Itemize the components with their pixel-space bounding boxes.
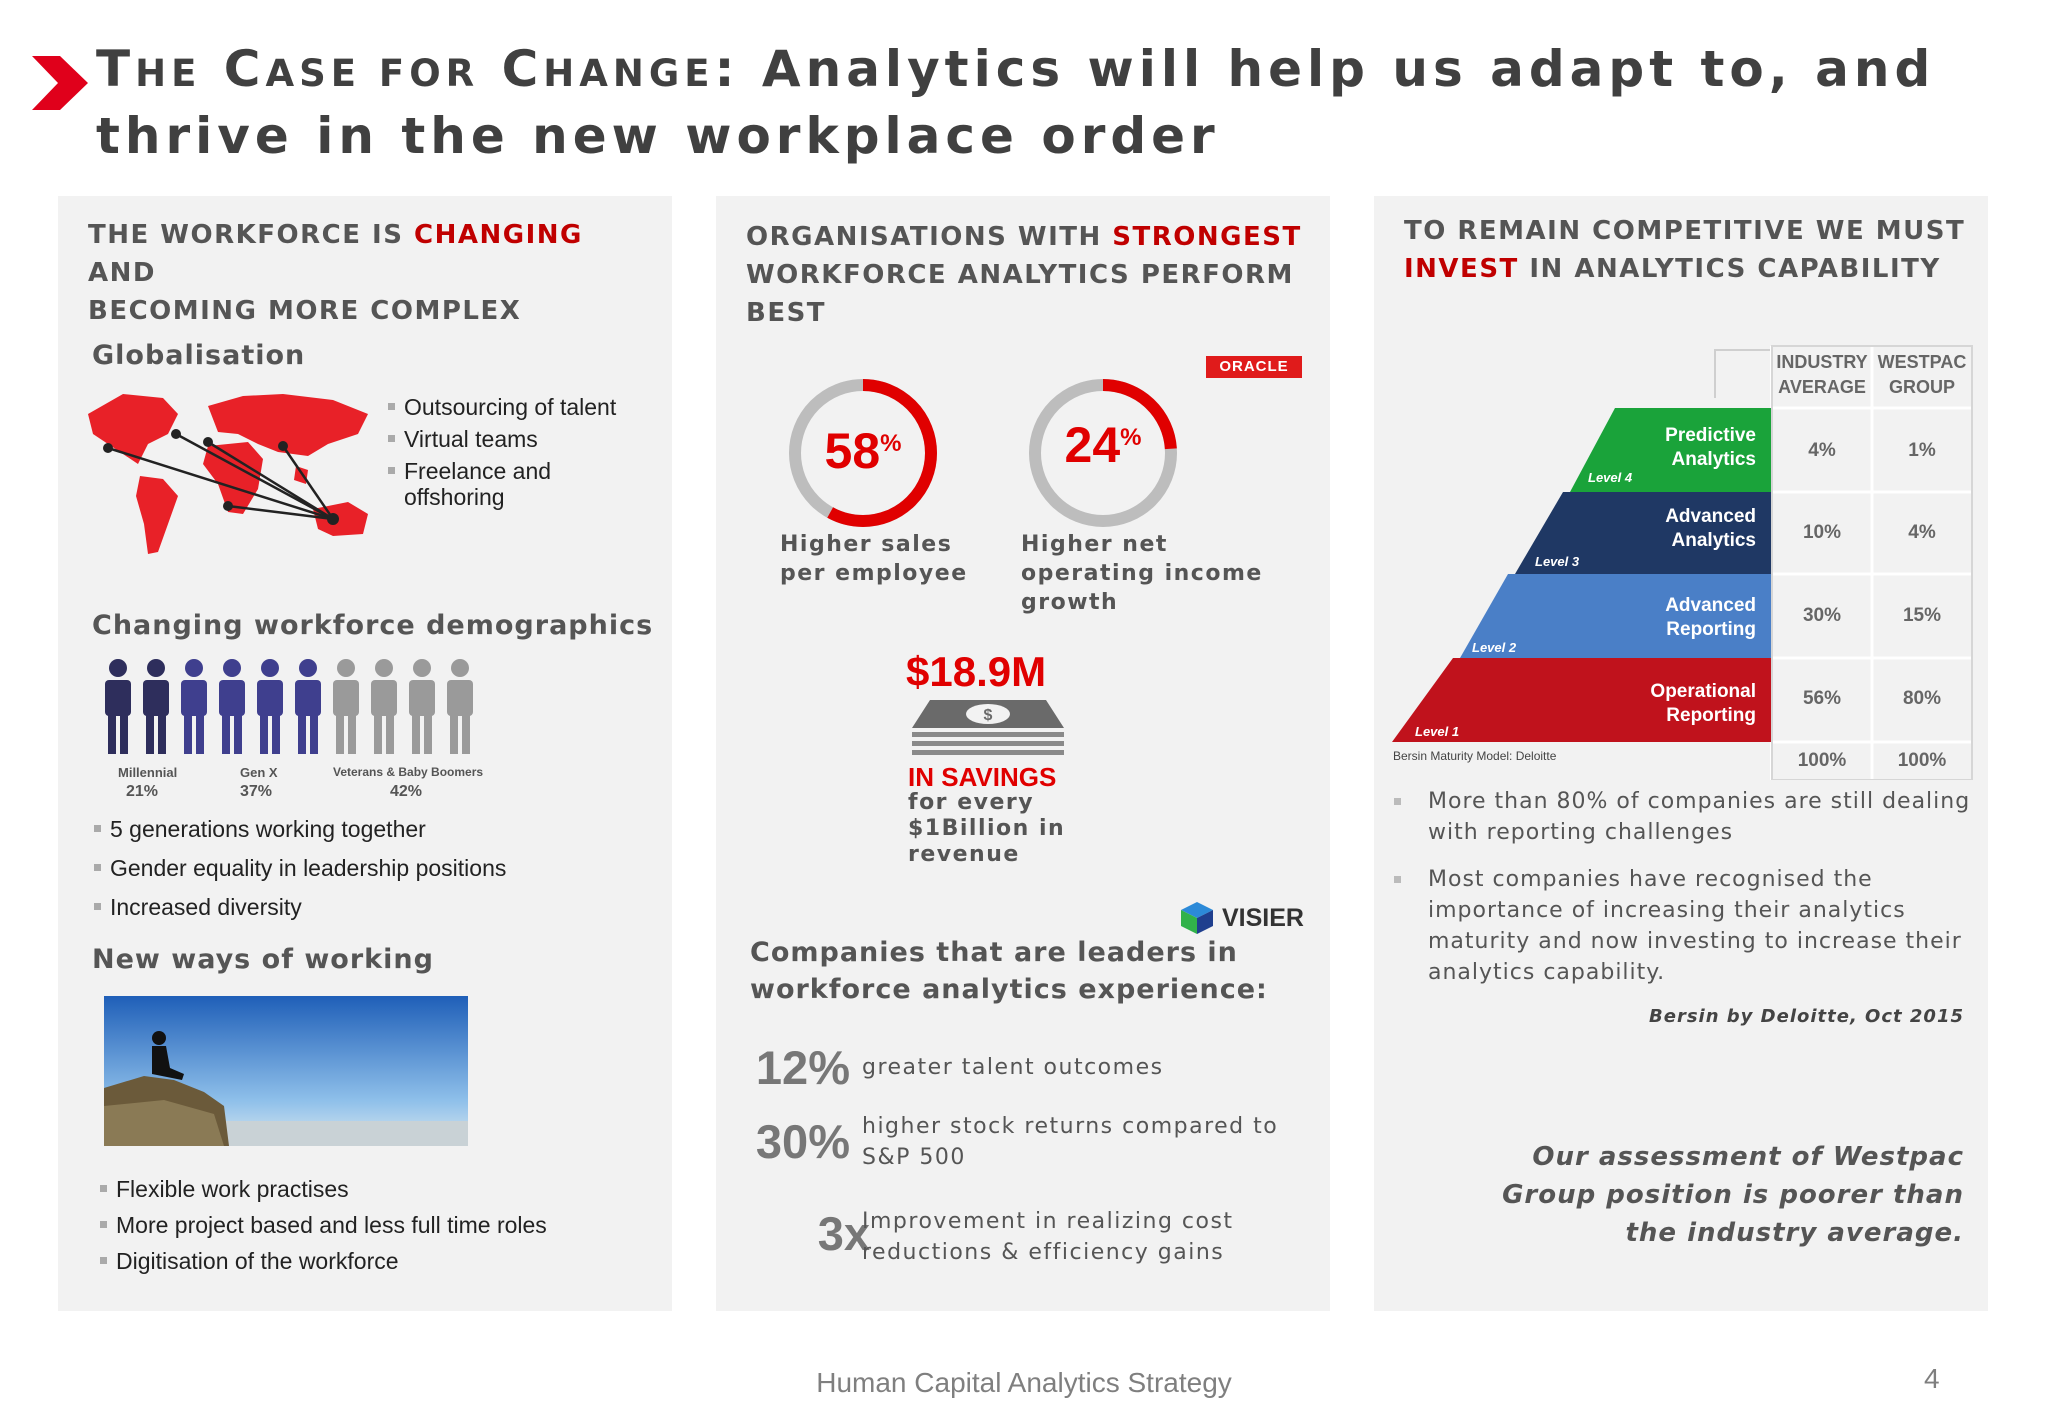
list-item: Freelance and offshoring bbox=[388, 458, 658, 510]
table-cell: 15% bbox=[1902, 605, 1942, 626]
pyramid-level-name: Predictive Analytics bbox=[1665, 425, 1756, 470]
table-cell: 4% bbox=[1908, 522, 1936, 543]
list-item: Increased diversity bbox=[94, 894, 654, 920]
table-total: 100% bbox=[1897, 750, 1947, 771]
maturity-pyramid-chart bbox=[1392, 345, 1973, 780]
demographic-pct: 21% bbox=[126, 783, 159, 800]
list-item: 5 generations working together bbox=[94, 816, 654, 842]
table-cell: 30% bbox=[1802, 605, 1842, 626]
savings-tag: IN SAVINGS bbox=[908, 762, 1057, 792]
sales-ring-chart bbox=[789, 379, 937, 527]
list-item: More project based and less full time ro… bbox=[100, 1212, 660, 1238]
pyramid-level-tag: Level 3 bbox=[1535, 554, 1580, 569]
world-map-image bbox=[88, 394, 368, 554]
source-note: Bersin Maturity Model: Deloitte bbox=[1393, 749, 1557, 763]
pyramid-level-tag: Level 2 bbox=[1472, 640, 1517, 655]
table-cell: 80% bbox=[1902, 688, 1942, 709]
workforce-panel: THE WORKFORCE IS CHANGING AND BECOMING MO… bbox=[58, 196, 672, 1311]
stat-text: Improvement in realizing cost reductions … bbox=[862, 1209, 1234, 1265]
people-figures-icon bbox=[105, 659, 473, 754]
invest-panel: TO REMAIN COMPETITIVE WE MUST INVEST IN A… bbox=[1374, 196, 1988, 1311]
svg-text:$: $ bbox=[984, 707, 993, 724]
panel-heading: ORGANISATIONS WITH STRONGEST WORKFORCE AN… bbox=[746, 222, 1302, 328]
globalisation-bullets: Outsourcing of talent Virtual teams Free… bbox=[388, 394, 658, 516]
stat-number: 3x bbox=[817, 1207, 870, 1260]
pyramid-level-name: Advanced Reporting bbox=[1665, 595, 1756, 640]
assessment-text: Our assessment of Westpac Group position… bbox=[1502, 1142, 1964, 1248]
leaders-heading: Companies that are leaders in workforce a… bbox=[750, 937, 1268, 1005]
demographics-bullets: 5 generations working together Gender eq… bbox=[94, 816, 654, 926]
invest-bullets: More than 80% of companies are still dea… bbox=[1394, 786, 1988, 988]
savings-desc: for every $1Billion in revenue bbox=[908, 790, 1066, 867]
person-on-rock-image bbox=[104, 996, 468, 1146]
globalisation-heading: Globalisation bbox=[92, 340, 306, 371]
chevron-right-icon bbox=[32, 56, 88, 110]
demographics-heading: Changing workforce demographics bbox=[92, 610, 654, 641]
page-title: THE CASE FOR CHANGE: Analytics will help… bbox=[96, 40, 1936, 165]
ring-value: 24% bbox=[1064, 417, 1142, 473]
table-header-industry: INDUSTRY AVERAGE bbox=[1776, 352, 1868, 397]
panel-heading: TO REMAIN COMPETITIVE WE MUST INVEST IN A… bbox=[1404, 216, 1966, 284]
list-item: Flexible work practises bbox=[100, 1176, 660, 1202]
list-item: Virtual teams bbox=[388, 426, 658, 452]
list-item: Gender equality in leadership positions bbox=[94, 855, 654, 881]
visier-cube-icon bbox=[1181, 902, 1213, 934]
pyramid-level-tag: Level 4 bbox=[1588, 470, 1633, 485]
list-item: More than 80% of companies are still dea… bbox=[1394, 786, 1988, 848]
demographic-label: Veterans & Baby Boomers bbox=[333, 765, 484, 779]
visier-wordmark: VISIER bbox=[1222, 904, 1304, 932]
ring-label: Higher sales per employee bbox=[780, 532, 968, 586]
stat-text: higher stock returns compared to S&P 500 bbox=[862, 1114, 1279, 1170]
list-item: Digitisation of the workforce bbox=[100, 1248, 660, 1274]
new-ways-heading: New ways of working bbox=[92, 944, 434, 975]
table-cell: 4% bbox=[1808, 440, 1836, 461]
table-cell: 1% bbox=[1908, 440, 1936, 461]
new-ways-bullets: Flexible work practises More project bas… bbox=[100, 1176, 660, 1280]
demographic-label: Gen X bbox=[240, 765, 278, 780]
ring-label: Higher net operating income growth bbox=[1021, 532, 1263, 615]
pyramid-level-name: Operational Reporting bbox=[1650, 681, 1756, 726]
ring-value: 58% bbox=[824, 423, 902, 479]
demographic-pct: 37% bbox=[240, 783, 273, 800]
table-header-westpac: WESTPAC GROUP bbox=[1877, 352, 1967, 397]
table-total: 100% bbox=[1797, 750, 1847, 771]
money-stack-icon: $ bbox=[912, 700, 1064, 755]
stat-number: 12% bbox=[755, 1041, 850, 1094]
stat-text: greater talent outcomes bbox=[862, 1055, 1164, 1080]
demographic-pct: 42% bbox=[390, 783, 423, 800]
analytics-performance-panel: ORGANISATIONS WITH STRONGEST WORKFORCE AN… bbox=[716, 196, 1330, 1311]
savings-amount: $18.9M bbox=[906, 648, 1047, 695]
table-cell: 56% bbox=[1802, 688, 1842, 709]
panel-heading: THE WORKFORCE IS CHANGING AND BECOMING MO… bbox=[88, 220, 583, 326]
stat-number: 30% bbox=[755, 1115, 850, 1168]
page-number: 4 bbox=[1924, 1363, 1940, 1394]
pyramid-level-name: Advanced Analytics bbox=[1665, 506, 1756, 551]
footer-title: Human Capital Analytics Strategy bbox=[816, 1367, 1232, 1398]
pyramid-level-tag: Level 1 bbox=[1415, 724, 1460, 739]
table-cell: 10% bbox=[1802, 522, 1842, 543]
citation: Bersin by Deloitte, Oct 2015 bbox=[1649, 1006, 1964, 1027]
income-ring-chart bbox=[1029, 379, 1177, 527]
list-item: Most companies have recognised the impor… bbox=[1394, 864, 1988, 988]
list-item: Outsourcing of talent bbox=[388, 394, 658, 420]
oracle-logo: ORACLE bbox=[1206, 356, 1302, 378]
demographic-label: Millennial bbox=[118, 765, 178, 780]
